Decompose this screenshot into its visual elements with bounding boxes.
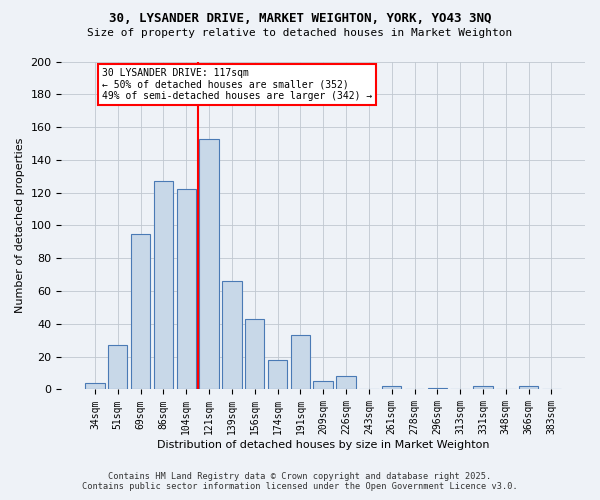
- Bar: [268, 360, 287, 390]
- Y-axis label: Number of detached properties: Number of detached properties: [15, 138, 25, 313]
- Bar: [290, 336, 310, 390]
- Bar: [131, 234, 150, 390]
- Bar: [519, 386, 538, 390]
- Bar: [428, 388, 447, 390]
- Bar: [382, 386, 401, 390]
- Bar: [85, 383, 104, 390]
- Text: 30 LYSANDER DRIVE: 117sqm
← 50% of detached houses are smaller (352)
49% of semi: 30 LYSANDER DRIVE: 117sqm ← 50% of detac…: [102, 68, 372, 102]
- Bar: [337, 376, 356, 390]
- Text: Contains HM Land Registry data © Crown copyright and database right 2025.
Contai: Contains HM Land Registry data © Crown c…: [82, 472, 518, 491]
- Bar: [222, 281, 242, 390]
- Text: 30, LYSANDER DRIVE, MARKET WEIGHTON, YORK, YO43 3NQ: 30, LYSANDER DRIVE, MARKET WEIGHTON, YOR…: [109, 12, 491, 26]
- X-axis label: Distribution of detached houses by size in Market Weighton: Distribution of detached houses by size …: [157, 440, 490, 450]
- Text: Size of property relative to detached houses in Market Weighton: Size of property relative to detached ho…: [88, 28, 512, 38]
- Bar: [313, 382, 333, 390]
- Bar: [245, 319, 265, 390]
- Bar: [199, 138, 219, 390]
- Bar: [154, 181, 173, 390]
- Bar: [108, 345, 127, 390]
- Bar: [473, 386, 493, 390]
- Bar: [176, 190, 196, 390]
